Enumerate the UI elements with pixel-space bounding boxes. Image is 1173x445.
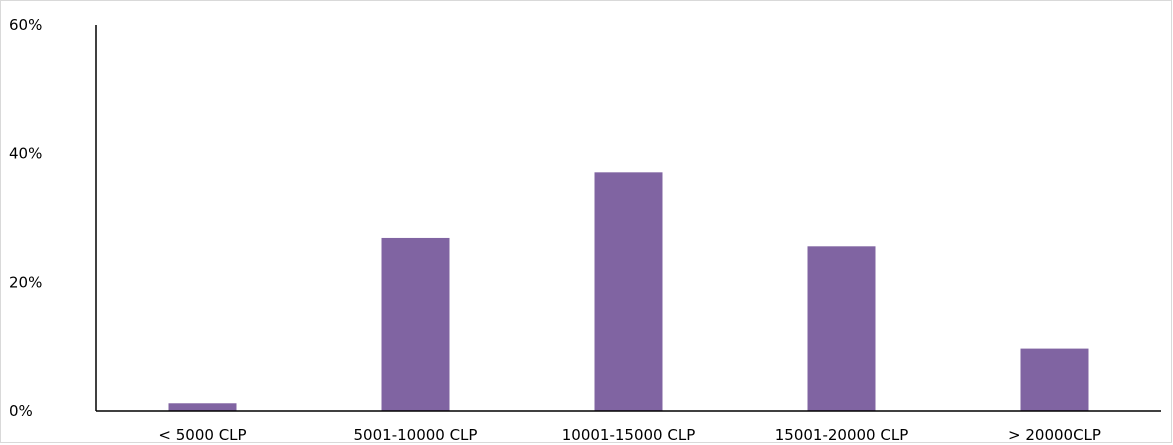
bar-series: [168, 172, 1089, 411]
x-tick-label: 15001-20000 CLP: [775, 426, 909, 444]
y-tick-label: 60%: [9, 16, 42, 34]
y-tick-label: 20%: [9, 273, 42, 291]
bar: [168, 403, 237, 411]
x-axis-ticks: < 5000 CLP 5001-10000 CLP 10001-15000 CLP 1…: [158, 426, 1101, 444]
x-tick-label: 5001-10000 CLP: [354, 426, 478, 444]
bar: [594, 172, 663, 411]
x-tick-label: > 20000CLP: [1008, 426, 1101, 444]
x-tick-label: 10001-15000 CLP: [562, 426, 696, 444]
bar: [1020, 348, 1089, 411]
x-tick-label: < 5000 CLP: [158, 426, 246, 444]
y-tick-label: 40%: [9, 145, 42, 163]
bar: [381, 237, 450, 411]
y-axis-ticks: 0% 20% 40% 60%: [9, 16, 42, 420]
y-tick-label: 0%: [9, 402, 33, 420]
bar: [807, 246, 876, 411]
